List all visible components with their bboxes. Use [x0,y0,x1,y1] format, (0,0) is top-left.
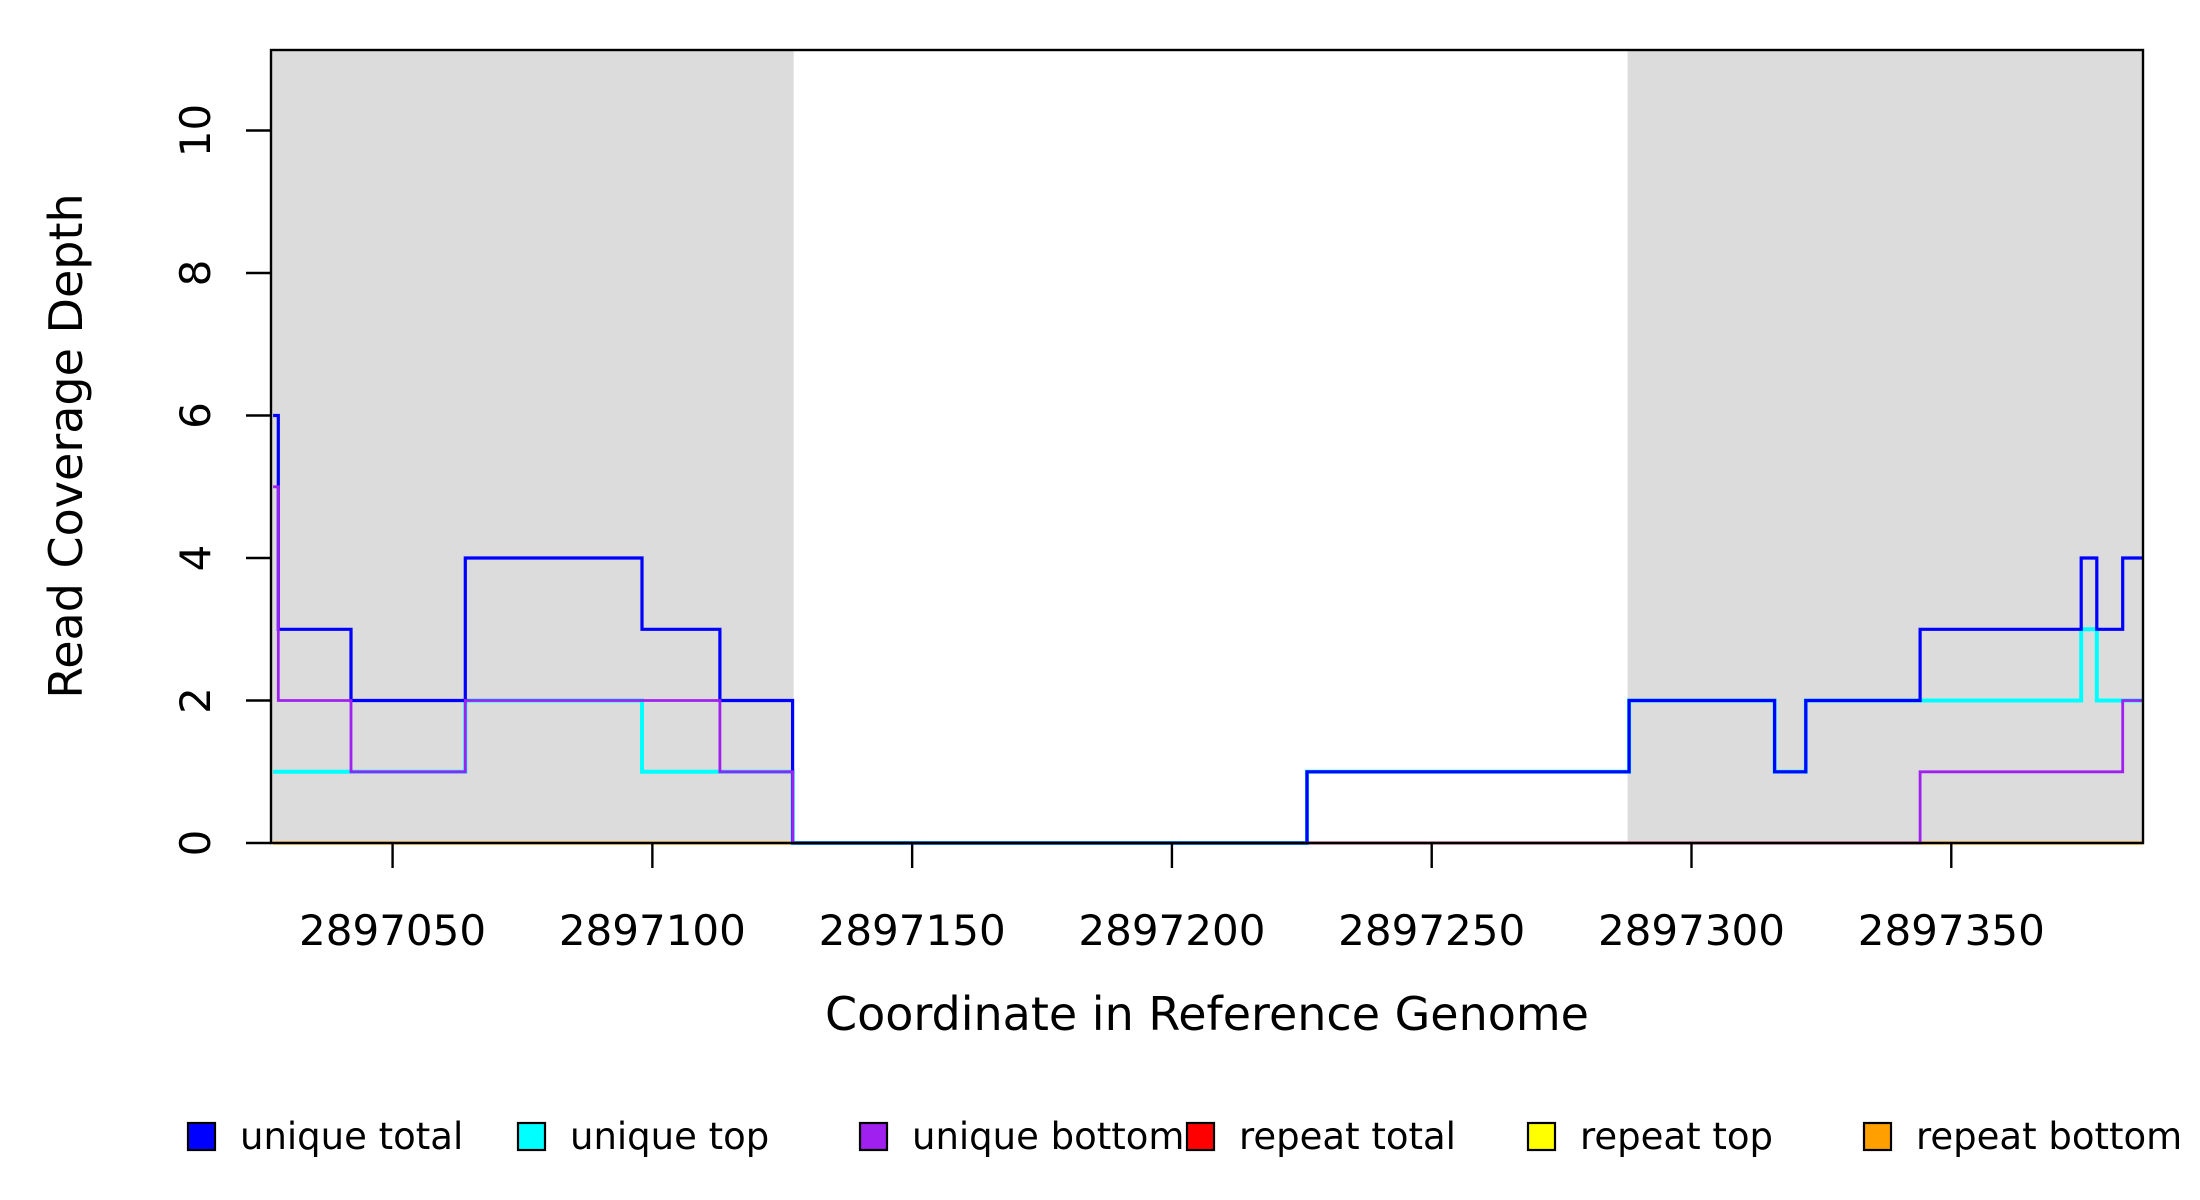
legend-label-repeat-top: repeat top [1580,1115,1773,1158]
y-tick-label: 10 [171,104,220,157]
legend-swatch-unique-total [186,1121,217,1152]
y-axis-title: Read Coverage Depth [39,193,93,698]
x-tick-label: 2897150 [819,906,1006,955]
legend-label-unique-top: unique top [570,1115,769,1158]
legend-label-repeat-total: repeat total [1239,1115,1456,1158]
series-line-unique-bottom [273,485,2144,845]
plot-border [269,48,2145,845]
x-tick-label: 2897300 [1598,906,1785,955]
y-tick-label: 6 [171,402,220,429]
legend-swatch-unique-bottom [858,1121,889,1152]
legend-label-unique-total: unique total [240,1115,463,1158]
legend-swatch-repeat-top [1526,1121,1557,1152]
legend-group: unique total unique top unique bottom repea… [186,1115,2182,1158]
axes-group: 2897050 2897100 2897150 2897200 2897250 28973… [171,104,2045,955]
x-tick-label: 2897250 [1338,906,1525,955]
y-tick-label: 4 [171,545,220,572]
y-tick-label: 2 [171,687,220,714]
x-axis-title: Coordinate in Reference Genome [825,987,1589,1041]
x-tick-label: 2897050 [299,906,486,955]
legend-swatch-repeat-total [1185,1121,1216,1152]
x-tick-label: 2897100 [559,906,746,955]
series-line-unique-total [273,413,2144,845]
legend-label-repeat-bottom: repeat bottom [1916,1115,2182,1158]
legend-swatch-repeat-bottom [1862,1121,1893,1152]
shaded-regions-group [271,50,2143,843]
right-gray-band [1627,50,2143,843]
legend-swatch-unique-top [516,1121,547,1152]
y-tick-label: 8 [171,260,220,287]
legend-label-unique-bottom: unique bottom [912,1115,1184,1158]
left-gray-band [271,50,794,843]
x-tick-label: 2897350 [1858,906,2045,955]
x-tick-label: 2897200 [1078,906,1265,955]
y-tick-label: 0 [171,830,220,857]
